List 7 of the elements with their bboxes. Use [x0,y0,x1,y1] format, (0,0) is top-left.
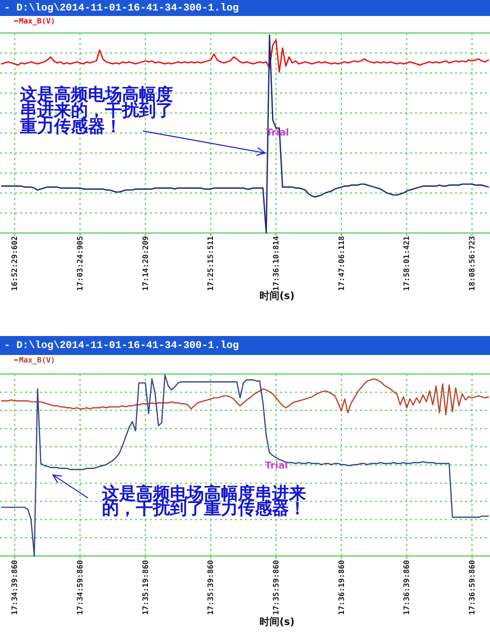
annotation: 这是高频电场高幅度串进来的，干扰到了重力传感器！ [102,484,307,519]
annotation: Trial [265,460,288,472]
chart-title: - D:\log\2014-11-01-16-41-34-300-1.log [4,2,239,14]
x-axis-title: 时间(s) [258,616,296,629]
chart-title: - D:\log\2014-11-01-16-41-34-300-1.log [4,340,239,352]
annotation: 这是高频电场高幅度串进来的，干扰到了重力传感器！ [20,85,174,137]
x-axis-title: 时间(s) [258,290,296,303]
